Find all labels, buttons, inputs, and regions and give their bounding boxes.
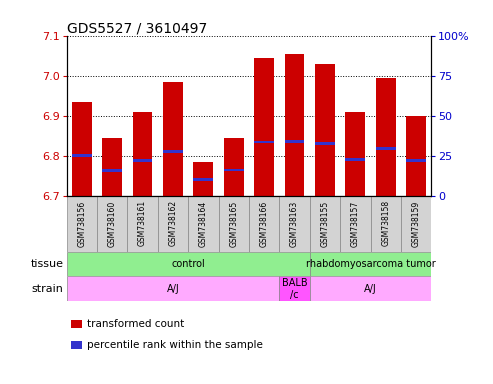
Bar <box>254 141 274 144</box>
Bar <box>310 196 340 252</box>
Text: GSM738162: GSM738162 <box>169 200 177 247</box>
Bar <box>67 276 280 301</box>
Text: A/J: A/J <box>167 284 179 294</box>
Bar <box>280 276 310 301</box>
Bar <box>102 169 122 172</box>
Bar <box>67 252 310 276</box>
Bar <box>284 55 305 196</box>
Bar <box>133 112 152 196</box>
Text: GSM738161: GSM738161 <box>138 200 147 247</box>
Text: BALB
/c: BALB /c <box>282 278 307 300</box>
Text: GSM738155: GSM738155 <box>320 200 329 247</box>
Text: strain: strain <box>32 284 64 294</box>
Bar <box>102 138 122 196</box>
Bar <box>401 196 431 252</box>
Bar <box>72 154 92 157</box>
Bar <box>284 140 305 143</box>
Text: GSM738163: GSM738163 <box>290 200 299 247</box>
Bar <box>163 82 183 196</box>
Text: GSM738158: GSM738158 <box>381 200 390 247</box>
Bar <box>340 196 371 252</box>
Bar <box>280 196 310 252</box>
Bar <box>67 196 97 252</box>
Bar <box>310 276 431 301</box>
Bar <box>72 102 92 196</box>
Text: GSM738160: GSM738160 <box>107 200 117 247</box>
Bar <box>376 147 396 150</box>
Bar <box>158 196 188 252</box>
Bar <box>133 159 152 162</box>
Bar <box>346 112 365 196</box>
Bar <box>127 196 158 252</box>
Text: GSM738156: GSM738156 <box>77 200 86 247</box>
Bar <box>193 162 213 196</box>
Bar <box>218 196 249 252</box>
Bar <box>224 169 244 171</box>
Bar <box>249 196 280 252</box>
Bar <box>371 196 401 252</box>
Bar <box>315 65 335 196</box>
Text: GSM738166: GSM738166 <box>260 200 269 247</box>
Bar <box>254 58 274 196</box>
Bar <box>188 196 218 252</box>
Bar <box>406 116 426 196</box>
Text: tissue: tissue <box>31 259 64 269</box>
Text: A/J: A/J <box>364 284 377 294</box>
Bar <box>193 178 213 180</box>
Text: percentile rank within the sample: percentile rank within the sample <box>87 340 263 350</box>
Text: rhabdomyosarcoma tumor: rhabdomyosarcoma tumor <box>306 259 435 269</box>
Bar <box>163 150 183 152</box>
Bar <box>310 252 431 276</box>
Text: GSM738159: GSM738159 <box>412 200 421 247</box>
Bar <box>376 78 396 196</box>
Bar <box>315 142 335 145</box>
Bar <box>97 196 127 252</box>
Bar <box>346 158 365 161</box>
Text: control: control <box>171 259 205 269</box>
Text: transformed count: transformed count <box>87 319 184 329</box>
Text: GSM738165: GSM738165 <box>229 200 238 247</box>
Text: GSM738157: GSM738157 <box>351 200 360 247</box>
Text: GSM738164: GSM738164 <box>199 200 208 247</box>
Text: GDS5527 / 3610497: GDS5527 / 3610497 <box>67 22 207 35</box>
Bar <box>224 138 244 196</box>
Bar <box>406 159 426 162</box>
